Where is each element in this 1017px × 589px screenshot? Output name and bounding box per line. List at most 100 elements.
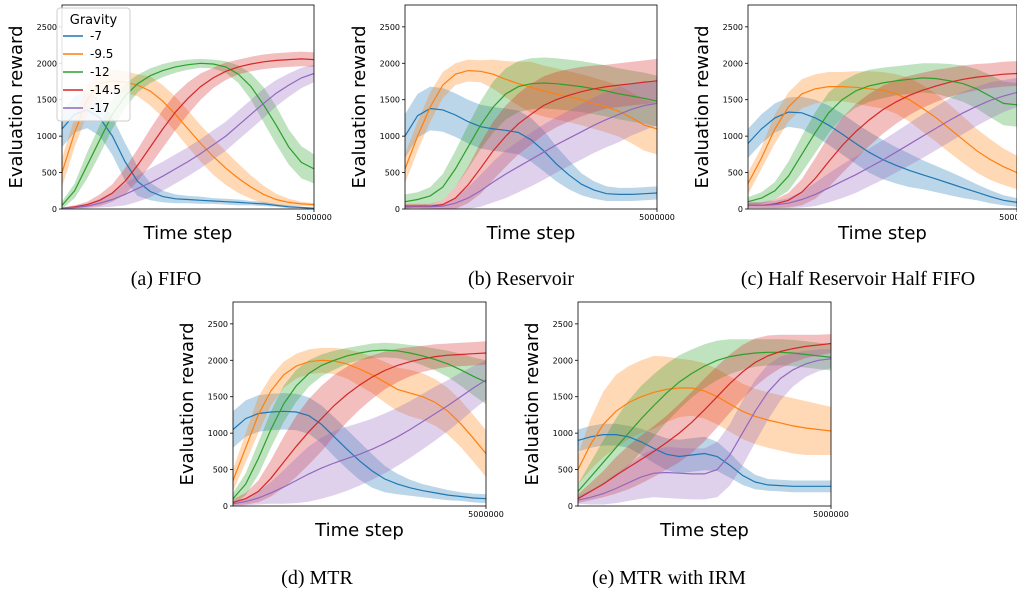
x-tick-label: 5000000: [468, 510, 504, 519]
y-tick-label: 500: [42, 169, 57, 178]
series-band--14.5: [233, 341, 486, 506]
x-axis-label: Time step: [143, 223, 233, 244]
y-tick-label: 0: [52, 205, 57, 214]
series-band--12: [405, 57, 657, 209]
y-tick-label: 1500: [380, 96, 400, 105]
series-line--17: [405, 102, 658, 208]
series-band--9.5: [62, 69, 314, 207]
y-tick-label: 0: [568, 502, 573, 511]
panel-e: 0 500 1000 1500 2000 2500 5000000 Time step Eval…: [522, 301, 849, 589]
y-tick-label: 2500: [723, 23, 743, 32]
series-line--9.5: [747, 85, 1017, 184]
y-tick-label: 2500: [37, 23, 57, 32]
series-line--14.5: [232, 352, 487, 503]
y-tick-label: 1000: [208, 429, 228, 438]
series-band--7: [578, 423, 831, 493]
series-line--7: [404, 107, 658, 195]
series-line--7: [61, 109, 315, 209]
y-tick-label: 1500: [208, 393, 228, 402]
y-tick-label: 0: [395, 205, 400, 214]
series-band--9.5: [748, 71, 1017, 195]
series-line--12: [404, 82, 658, 203]
series-band--14.5: [405, 58, 657, 210]
y-tick-label: 1500: [723, 96, 743, 105]
y-tick-label: 2000: [553, 356, 573, 365]
y-tick-label: 2000: [380, 59, 400, 68]
series-band--9.5: [578, 355, 831, 485]
x-tick-label: 5000000: [813, 510, 849, 519]
y-axis-label: Evaluation reward: [692, 25, 713, 188]
y-axis-label: Evaluation reward: [522, 322, 543, 485]
y-tick-label: 0: [223, 502, 228, 511]
x-axis-label: Time step: [486, 223, 576, 244]
series-band--17: [578, 349, 831, 505]
series-band--12: [233, 342, 486, 505]
series-band--12: [748, 63, 1017, 207]
series-band--17: [748, 77, 1017, 209]
x-axis-label: Time step: [837, 223, 927, 244]
series-line--14.5: [577, 342, 832, 500]
y-tick-label: 2000: [723, 59, 743, 68]
y-tick-label: 2500: [553, 320, 573, 329]
panel-d: 0 500 1000 1500 2000 2500 5000000 Time step Eval…: [177, 301, 504, 589]
series-band--7: [405, 86, 657, 201]
panel-a: 0 500 1000 1500 2000 2500 5000000 Time step Eval…: [6, 4, 332, 290]
series-band--9.5: [405, 59, 657, 184]
caption-d: (d) MTR: [281, 567, 353, 589]
y-axis-label: Evaluation reward: [349, 25, 370, 188]
y-tick-label: 1000: [37, 132, 57, 141]
series-line--12: [577, 351, 832, 492]
legend-entry-label: -9.5: [90, 47, 113, 61]
series-line--12: [747, 77, 1017, 203]
legend-entry-label: -12: [90, 65, 110, 79]
series-band--17: [62, 64, 314, 209]
series-band--14.5: [578, 334, 831, 504]
y-axis-label: Evaluation reward: [6, 25, 27, 188]
caption-a: (a) FIFO: [131, 268, 202, 290]
y-tick-label: 2000: [208, 356, 228, 365]
plot-frame: [577, 301, 832, 507]
series-line--9.5: [577, 387, 832, 470]
x-axis-label: Time step: [314, 520, 404, 541]
series-band--7: [748, 96, 1017, 207]
series-line--17: [232, 379, 487, 505]
y-tick-label: 1500: [553, 393, 573, 402]
series-band--7: [233, 393, 486, 504]
y-tick-label: 1000: [553, 429, 573, 438]
series-line--12: [61, 62, 315, 206]
y-tick-label: 2000: [37, 59, 57, 68]
y-tick-label: 1000: [380, 132, 400, 141]
y-tick-label: 1500: [37, 96, 57, 105]
series-line--17: [748, 91, 1017, 206]
series-band--14.5: [62, 51, 314, 209]
x-axis-label: Time step: [659, 520, 749, 541]
y-tick-label: 1000: [723, 132, 743, 141]
panel-b: 0 500 1000 1500 2000 2500 5000000 Time step Eval…: [349, 4, 675, 290]
series-line--17: [577, 358, 832, 501]
y-tick-label: 2500: [208, 320, 228, 329]
caption-c: (c) Half Reservoir Half FIFO: [741, 268, 975, 290]
series-line--14.5: [61, 58, 315, 209]
x-tick-label: 5000000: [999, 213, 1017, 222]
y-tick-label: 500: [385, 169, 400, 178]
y-tick-label: 500: [558, 466, 573, 475]
series-line--9.5: [404, 69, 658, 170]
series-band--14.5: [748, 61, 1017, 209]
caption-b: (b) Reservoir: [468, 268, 574, 290]
panel-c: 0 500 1000 1500 2000 2500 5000000 Time step Eval…: [692, 4, 1017, 290]
series-band--12: [578, 339, 831, 499]
x-tick-label: 5000000: [296, 213, 332, 222]
x-tick-label: 5000000: [639, 213, 675, 222]
plot-frame: [747, 4, 1017, 210]
legend-entry-label: -17: [90, 101, 110, 115]
y-tick-label: 2500: [380, 23, 400, 32]
series-line--7: [232, 410, 487, 500]
plot-frame: [404, 4, 658, 210]
series-line--12: [232, 349, 487, 500]
y-tick-label: 0: [738, 205, 743, 214]
series-line--7: [577, 434, 831, 487]
series-line--14.5: [748, 72, 1017, 206]
plot-frame: [232, 301, 487, 507]
legend-entry-label: -14.5: [90, 83, 121, 97]
series-line--14.5: [405, 80, 658, 207]
